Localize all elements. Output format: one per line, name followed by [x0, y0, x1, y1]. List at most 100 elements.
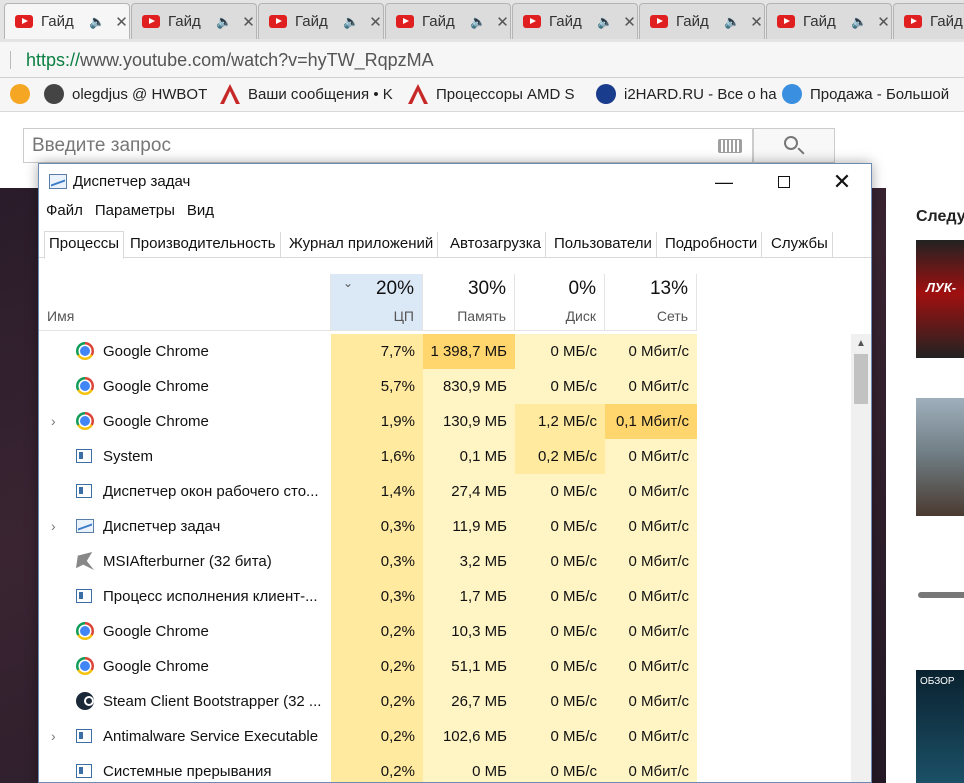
speaker-icon[interactable]: 🔈	[470, 13, 487, 29]
bookmark-item[interactable]: Ваши сообщения • K	[220, 84, 393, 104]
scroll-thumb[interactable]	[854, 354, 868, 404]
title-bar[interactable]: Диспетчер задач — ✕	[39, 164, 871, 200]
table-row[interactable]: Процесс исполнения клиент-... 0,3% 1,7 МБ 0…	[39, 579, 851, 614]
video-thumbnail[interactable]	[916, 398, 964, 516]
close-button[interactable]: ✕	[832, 169, 852, 194]
column-label: Диск	[565, 308, 596, 324]
browser-tab[interactable]: Гайд🔈✕	[766, 3, 892, 39]
network-cell: 0 Мбит/с	[605, 369, 697, 404]
table-row[interactable]: Google Chrome 0,2% 10,3 МБ 0 МБ/с 0 Мбит/с	[39, 614, 851, 649]
column-header-name[interactable]: Имя	[39, 274, 331, 331]
menu-bar: Файл Параметры Вид	[39, 202, 871, 226]
browser-tab[interactable]: Гайд 🔈 ✕	[258, 3, 384, 39]
task-manager-window: Диспетчер задач — ✕ Файл Параметры Вид П…	[38, 163, 872, 783]
expand-chevron-icon[interactable]: ›	[51, 518, 56, 534]
table-row[interactable]: Google Chrome 5,7% 830,9 МБ 0 МБ/с 0 Мбит/с	[39, 369, 851, 404]
memory-cell: 27,4 МБ	[423, 474, 515, 509]
bookmark-item[interactable]: i2HARD.RU - Все о ha	[596, 84, 777, 104]
table-row[interactable]: MSIAfterburner (32 бита) 0,3% 3,2 МБ 0 МБ/с…	[39, 544, 851, 579]
memory-cell: 830,9 МБ	[423, 369, 515, 404]
bookmark-item[interactable]: Процессоры AMD S	[408, 84, 575, 104]
browser-tab[interactable]: Гайд 🔈 ✕	[639, 3, 765, 39]
expand-chevron-icon[interactable]: ›	[51, 728, 56, 744]
column-header-network[interactable]: 13% Сеть	[605, 274, 697, 331]
minimize-button[interactable]: —	[715, 172, 733, 192]
browser-tab[interactable]: Гайд 🔈 ✕	[512, 3, 638, 39]
disk-cell: 0 МБ/с	[515, 754, 605, 782]
column-label: ЦП	[393, 308, 414, 324]
close-tab-icon[interactable]: ✕	[242, 13, 255, 31]
column-header-cpu[interactable]: ⌄ 20% ЦП	[331, 274, 423, 331]
search-input[interactable]	[24, 129, 704, 162]
tab-title: Гайд	[295, 13, 328, 30]
knife-image	[918, 592, 964, 598]
bookmark-item[interactable]: Продажа - Большой	[782, 84, 949, 104]
close-tab-icon[interactable]: ✕	[496, 13, 509, 31]
tab-services[interactable]: Службы	[767, 232, 833, 258]
bookmark-item[interactable]	[10, 84, 38, 104]
scroll-up-icon[interactable]: ▲	[856, 338, 866, 349]
tab-processes[interactable]: Процессы	[44, 231, 125, 259]
tab-title: Гайд	[676, 13, 709, 30]
app-window-icon	[76, 729, 92, 743]
tab-performance[interactable]: Производительность	[126, 232, 281, 258]
tab-details[interactable]: Подробности	[661, 232, 763, 258]
search-box[interactable]	[23, 128, 753, 163]
table-row[interactable]: Системные прерывания 0,2% 0 МБ 0 МБ/с 0 Мбит…	[39, 754, 851, 782]
table-row[interactable]: › Google Chrome 1,9% 130,9 МБ 1,2 МБ/с 0,1 Мб…	[39, 404, 851, 439]
table-row[interactable]: Google Chrome 7,7% 1 398,7 МБ 0 МБ/с 0 Мбит/…	[39, 334, 851, 369]
close-tab-icon[interactable]: ✕	[750, 13, 763, 31]
close-tab-icon[interactable]: ✕	[877, 13, 890, 31]
expand-chevron-icon[interactable]: ›	[51, 413, 56, 429]
column-header-memory[interactable]: 30% Память	[423, 274, 515, 331]
speaker-icon[interactable]: 🔈	[343, 13, 360, 29]
table-row[interactable]: System 1,6% 0,1 МБ 0,2 МБ/с 0 Мбит/с	[39, 439, 851, 474]
speaker-icon[interactable]: 🔈	[216, 13, 233, 29]
youtube-icon	[523, 15, 541, 28]
url-text[interactable]: https://www.youtube.com/watch?v=hyTW_Rqp…	[26, 50, 434, 71]
video-thumbnail[interactable]: ОБЗОР	[916, 670, 964, 783]
bookmark-label: Процессоры AMD S	[436, 85, 575, 103]
browser-tab[interactable]: Гайд🔈✕	[893, 3, 964, 39]
column-header-disk[interactable]: 0% Диск	[515, 274, 605, 331]
menu-options[interactable]: Параметры	[94, 202, 175, 219]
maximize-icon	[778, 176, 790, 188]
video-thumbnail[interactable]	[916, 548, 964, 638]
search-button[interactable]	[753, 128, 835, 163]
bookmark-item[interactable]: olegdjus @ HWBOT	[44, 84, 207, 104]
speaker-icon[interactable]: 🔈	[851, 13, 868, 29]
close-tab-icon[interactable]: ✕	[623, 13, 636, 31]
table-row[interactable]: Диспетчер окон рабочего сто... 1,4% 27,4 М…	[39, 474, 851, 509]
close-tab-icon[interactable]: ✕	[115, 13, 128, 31]
thumbnail-text: ОБЗОР	[920, 676, 955, 687]
tab-app-history[interactable]: Журнал приложений	[285, 232, 439, 258]
browser-tab[interactable]: Гайд🔈✕	[4, 3, 130, 39]
vertical-scrollbar[interactable]: ▲	[851, 334, 871, 782]
table-row[interactable]: Steam Client Bootstrapper (32 ... 0,2% 26,…	[39, 684, 851, 719]
speaker-icon[interactable]: 🔈	[724, 13, 741, 29]
youtube-icon	[142, 15, 160, 28]
cpu-cell: 0,2%	[331, 684, 423, 719]
keyboard-icon[interactable]	[718, 139, 742, 153]
speaker-icon[interactable]: 🔈	[597, 13, 614, 29]
menu-view[interactable]: Вид	[186, 202, 214, 219]
video-thumbnail[interactable]: ЛУК-	[916, 240, 964, 358]
process-name: MSIAfterburner (32 бита)	[103, 553, 272, 570]
disk-cell: 0 МБ/с	[515, 649, 605, 684]
table-row[interactable]: Google Chrome 0,2% 51,1 МБ 0 МБ/с 0 Мбит/с	[39, 649, 851, 684]
address-bar[interactable]: https://www.youtube.com/watch?v=hyTW_Rqp…	[0, 42, 964, 78]
table-row[interactable]: › Antimalware Service Executable 0,2% 102,6…	[39, 719, 851, 754]
chrome-icon	[76, 657, 94, 675]
browser-tab[interactable]: Гайд🔈✕	[385, 3, 511, 39]
tab-users[interactable]: Пользователи	[550, 232, 657, 258]
table-row[interactable]: › Диспетчер задач 0,3% 11,9 МБ 0 МБ/с 0 Мбит/…	[39, 509, 851, 544]
close-tab-icon[interactable]: ✕	[369, 13, 382, 31]
tab-title: Гайд	[549, 13, 582, 30]
maximize-button[interactable]	[755, 164, 813, 200]
browser-tab[interactable]: Гайд🔈✕	[131, 3, 257, 39]
menu-file[interactable]: Файл	[46, 202, 83, 219]
tab-startup[interactable]: Автозагрузка	[446, 232, 546, 258]
speaker-icon[interactable]: 🔈	[89, 13, 106, 29]
overclockers-icon	[220, 84, 240, 104]
disk-cell: 0 МБ/с	[515, 614, 605, 649]
